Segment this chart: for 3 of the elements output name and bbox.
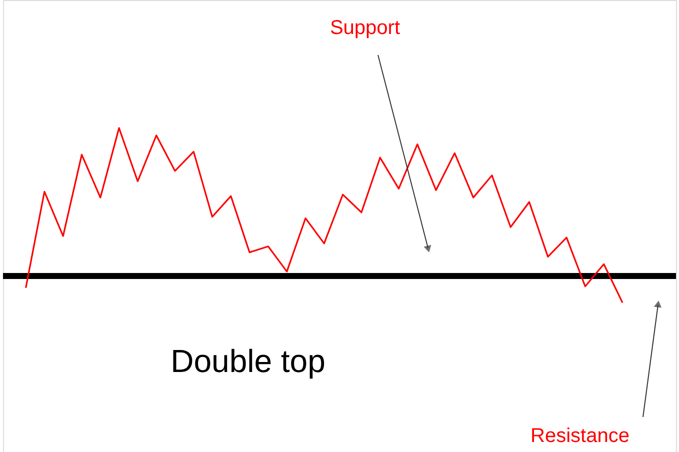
text: Support <box>330 17 400 39</box>
text: Resistance <box>530 425 630 447</box>
text: Double top <box>170 343 326 379</box>
